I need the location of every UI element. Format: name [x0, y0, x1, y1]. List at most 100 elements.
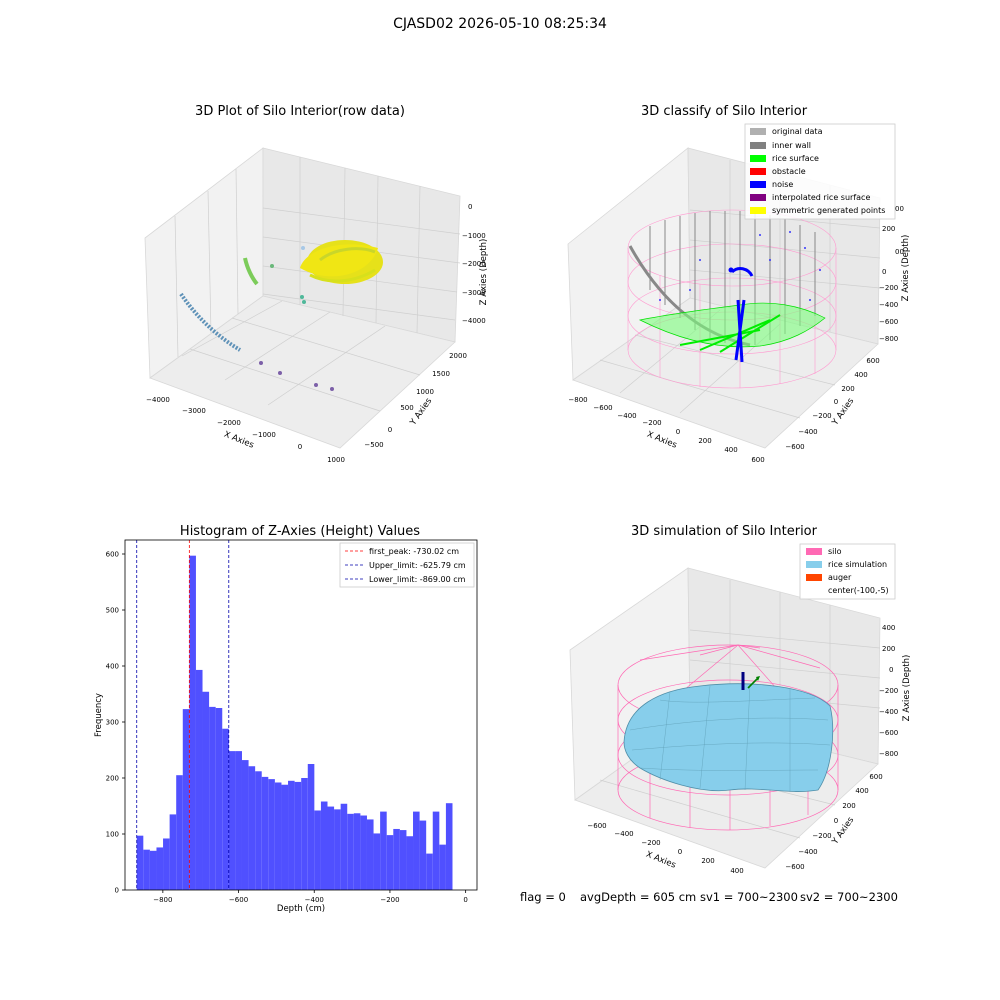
histogram-bar	[182, 709, 190, 890]
raw-z-tick: 0	[468, 203, 472, 211]
histogram-bar	[274, 782, 282, 890]
histogram-bar	[419, 820, 427, 890]
histogram-bar	[320, 801, 328, 890]
histogram-bar	[202, 691, 210, 890]
y-tick-label: 400	[106, 663, 119, 671]
histogram-bar	[255, 771, 262, 890]
legend-label: silo	[828, 547, 842, 556]
histogram-bar	[399, 830, 407, 890]
classify-z-tick: 0	[882, 268, 886, 276]
legend-label: symmetric generated points	[772, 206, 885, 215]
histogram-bar	[209, 706, 216, 890]
classify-y-tick: −400	[798, 428, 817, 436]
raw-y-label: Y Axies	[408, 396, 435, 428]
panel4-title: 3D simulation of Silo Interior	[631, 524, 817, 539]
histogram-bar	[426, 853, 433, 890]
raw-z-ticks: 0 −1000 −2000 −3000 −4000	[462, 203, 486, 325]
histogram-bar	[169, 814, 177, 890]
histogram-y-label: Frequency	[94, 693, 104, 737]
histogram-y-ticks: 0 100 200 300 400 500 600	[106, 551, 125, 895]
raw-3d-plot: −4000 −3000 −2000 −1000 0 1000 −500 0 50…	[144, 147, 489, 464]
y-tick-label: 500	[106, 607, 119, 615]
legend-label: inner wall	[772, 141, 811, 150]
classify-rice-surface	[638, 302, 826, 353]
classify-z-ticks: 00 200 00 0 −200 −400 −600 −800	[879, 205, 904, 343]
sim-z-label: Z Axies (Depth)	[902, 655, 912, 722]
histogram-bar	[248, 766, 256, 890]
sim-x-tick: 0	[678, 848, 682, 856]
raw-z-label: Z Axies (Depth)	[479, 239, 489, 306]
sim-z-tick: −800	[879, 750, 898, 758]
sim-x-tick: −200	[641, 839, 660, 847]
x-tick-label: −600	[229, 896, 248, 904]
classify-x-label: X Axies	[645, 430, 678, 451]
classify-z-tick: −400	[879, 301, 898, 309]
y-tick-label: 0	[115, 887, 119, 895]
classify-z-tick: 200	[882, 225, 895, 233]
histogram-bar	[241, 760, 249, 890]
raw-y-tick: 500	[400, 404, 413, 412]
sim-z-tick: 200	[882, 645, 895, 653]
x-tick-label: −200	[380, 896, 399, 904]
legend-label: obstacle	[772, 167, 806, 176]
y-tick-label: 600	[106, 551, 119, 559]
histogram-bar	[163, 838, 170, 890]
classify-y-tick: 200	[841, 385, 854, 393]
legend-swatch-noise	[750, 181, 766, 188]
legend-swatch-symmetric	[750, 207, 766, 214]
histogram-bar	[380, 811, 387, 890]
simulation-3d-plot: −600 −400 −200 0 200 400 −600 −400 −200 …	[569, 543, 912, 875]
histogram-bar	[439, 844, 446, 890]
histogram-bar	[294, 781, 302, 890]
histogram: −800 −600 −400 −200 0 0 100 200 300 400 500 600 De…	[94, 539, 478, 914]
classify-y-tick: −600	[785, 443, 804, 451]
histogram-bar	[136, 835, 144, 890]
histogram-bar	[268, 779, 275, 890]
y-tick-label: 100	[106, 831, 119, 839]
raw-3d-points-cluster	[300, 240, 383, 284]
sim-x-label: X Axies	[644, 850, 677, 871]
histogram-bar	[301, 778, 308, 890]
raw-y-tick: 0	[388, 426, 392, 434]
y-tick-label: 200	[106, 775, 119, 783]
histogram-bar	[235, 751, 242, 890]
classify-x-tick: −400	[617, 412, 636, 420]
classify-x-tick: −200	[642, 419, 661, 427]
raw-x-label: X Axies	[222, 430, 255, 451]
sim-z-tick: −600	[879, 729, 898, 737]
legend-swatch-original	[750, 128, 766, 135]
classify-y-tick: 400	[854, 371, 867, 379]
sim-legend: silo rice simulation auger center(-100,-…	[799, 543, 896, 600]
histogram-x-ticks: −800 −600 −400 −200 0	[153, 890, 468, 904]
classify-noise	[659, 231, 821, 363]
histogram-bar	[347, 813, 354, 890]
histogram-bar	[288, 780, 295, 890]
x-tick-label: −400	[305, 896, 324, 904]
histogram-bar	[176, 775, 183, 890]
histogram-bars	[136, 555, 453, 890]
raw-z-tick: −1000	[462, 232, 486, 240]
classify-z-tick-partial: 00	[895, 248, 904, 256]
histogram-bar	[432, 811, 440, 890]
raw-y-tick: 1500	[432, 370, 450, 378]
x-tick-label: 0	[463, 896, 467, 904]
legend-label: original data	[772, 127, 823, 136]
classify-z-tick: −200	[879, 284, 898, 292]
raw-3d-grid	[174, 157, 461, 412]
sim-y-tick: 0	[834, 817, 838, 825]
histogram-frame	[124, 539, 478, 891]
legend-label: noise	[772, 180, 793, 189]
histogram-bar	[393, 828, 400, 890]
sim-x-tick: 200	[701, 857, 714, 865]
histogram-bar	[215, 708, 223, 890]
histogram-bar	[222, 728, 229, 890]
sim-y-tick: 400	[855, 787, 868, 795]
raw-z-tick: −3000	[462, 289, 486, 297]
sim-z-tick: 0	[889, 666, 893, 674]
sim-z-ticks: 400 200 0 −200 −400 −600 −800	[879, 624, 898, 758]
histogram-bar	[143, 849, 150, 890]
legend-swatch-inner-wall	[750, 142, 766, 149]
histogram-bar	[261, 776, 269, 890]
histogram-bar	[281, 784, 289, 890]
panel3-title: Histogram of Z-Axies (Height) Values	[179, 524, 421, 539]
